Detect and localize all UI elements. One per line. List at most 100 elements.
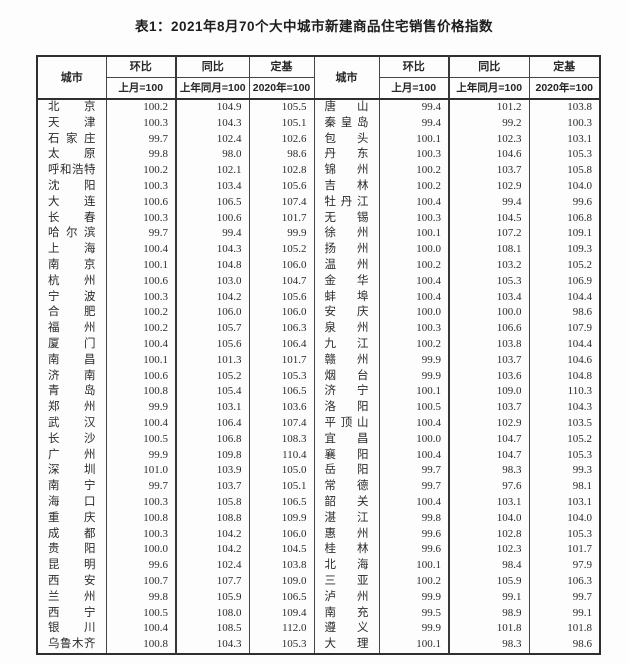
mom-cell: 100.3	[379, 321, 450, 337]
city-cell: 宜昌	[314, 431, 380, 448]
table-row: 昆明 99.6 102.4 103.8 北海 100.1 98.4 97.9	[37, 558, 600, 574]
base-cell: 105.3	[567, 148, 592, 161]
mom-cell: 100.2	[106, 321, 177, 337]
yoy-cell: 98.3	[449, 463, 530, 480]
base-cell: 103.8	[567, 101, 592, 113]
header-mom-left: 环比	[106, 56, 177, 78]
table-row: 宁波 100.3 104.2 105.6 蚌埠 100.4 103.4 104.4	[37, 289, 600, 306]
mom-cell: 100.2	[379, 257, 450, 274]
yoy-cell: 105.7	[176, 321, 250, 337]
base-cell: 105.3	[567, 448, 592, 461]
base-cell: 104.6	[567, 353, 592, 366]
city-cell: 大连	[37, 194, 107, 211]
mom-cell: 100.2	[106, 305, 177, 322]
yoy-cell: 103.7	[449, 163, 530, 179]
city-cell: 银川	[37, 621, 107, 638]
base-cell: 109.1	[567, 227, 592, 240]
mom-cell: 100.7	[106, 573, 177, 590]
yoy-cell: 102.9	[449, 178, 530, 195]
header-base-right: 定基	[529, 56, 600, 78]
base-cell: 103.1	[567, 495, 592, 508]
yoy-cell: 100.0	[449, 305, 530, 322]
mom-cell: 100.0	[379, 305, 450, 322]
city-cell: 无锡	[314, 210, 380, 227]
yoy-cell: 102.1	[176, 163, 250, 179]
city-cell: 沈阳	[37, 178, 107, 195]
mom-cell: 100.2	[379, 573, 450, 590]
yoy-cell: 108.1	[449, 242, 530, 258]
city-cell: 包头	[314, 131, 380, 148]
base-cell: 106.0	[249, 257, 315, 274]
table-row: 武汉 100.4 106.4 107.4 平顶山 100.4 102.9 103.5	[37, 415, 600, 432]
city-cell: 上海	[37, 242, 107, 258]
city-cell: 武汉	[37, 415, 107, 432]
yoy-cell: 102.4	[176, 131, 250, 148]
yoy-cell: 98.3	[449, 637, 530, 654]
mom-cell: 99.9	[379, 352, 450, 369]
yoy-cell: 108.0	[176, 605, 250, 622]
table-row: 呼和浩特 100.2 102.1 102.8 锦州 100.2 103.7 105.8	[37, 163, 600, 179]
city-cell: 天津	[37, 115, 107, 132]
city-cell: 呼和浩特	[37, 163, 107, 179]
mom-cell: 100.1	[379, 384, 450, 401]
yoy-cell: 104.0	[449, 510, 530, 527]
base-cell: 105.1	[249, 115, 315, 132]
mom-cell: 100.3	[106, 526, 177, 543]
table-row: 重庆 100.8 108.8 109.9 湛江 99.8 104.0 104.0	[37, 510, 600, 527]
yoy-cell: 105.2	[176, 368, 250, 385]
table-row: 厦门 100.4 105.6 106.4 九江 100.2 103.8 104.4	[37, 336, 600, 353]
city-cell: 成都	[37, 526, 107, 543]
city-cell: 宁波	[37, 289, 107, 306]
yoy-cell: 104.3	[176, 242, 250, 258]
yoy-cell: 104.7	[449, 447, 530, 464]
yoy-cell: 105.9	[449, 573, 530, 590]
table-row: 济南 100.6 105.2 105.3 烟台 99.9 103.6 104.8	[37, 368, 600, 385]
yoy-cell: 103.1	[449, 494, 530, 511]
yoy-cell: 99.2	[449, 115, 530, 132]
yoy-cell: 103.0	[176, 273, 250, 290]
mom-cell: 100.3	[379, 147, 450, 164]
base-cell: 97.9	[572, 559, 592, 572]
city-cell: 福州	[37, 321, 107, 337]
yoy-cell: 106.5	[176, 194, 250, 211]
base-cell: 104.7	[249, 273, 315, 290]
yoy-cell: 102.9	[449, 415, 530, 432]
city-cell: 合肥	[37, 305, 107, 322]
base-cell: 105.5	[249, 99, 315, 116]
base-cell: 106.3	[249, 321, 315, 337]
base-cell: 106.5	[249, 494, 315, 511]
city-cell: 哈尔滨	[37, 226, 107, 243]
city-cell: 平顶山	[314, 415, 380, 432]
city-cell: 秦皇岛	[314, 115, 380, 132]
table-row: 南京 100.1 104.8 106.0 温州 100.2 103.2 105.2	[37, 257, 600, 274]
table-row: 上海 100.4 104.3 105.2 扬州 100.0 108.1 109.3	[37, 242, 600, 258]
table-row: 合肥 100.2 106.0 106.0 安庆 100.0 100.0 98.6	[37, 305, 600, 322]
yoy-cell: 102.3	[449, 542, 530, 559]
city-cell: 重庆	[37, 510, 107, 527]
base-cell: 101.7	[249, 210, 315, 227]
mom-cell: 100.8	[106, 637, 177, 654]
yoy-cell: 103.2	[449, 257, 530, 274]
mom-cell: 100.5	[106, 431, 177, 448]
base-cell: 105.2	[567, 432, 592, 445]
base-cell: 104.8	[567, 369, 592, 382]
yoy-cell: 104.5	[449, 210, 530, 227]
city-cell: 惠州	[314, 526, 380, 543]
base-cell: 105.3	[249, 368, 315, 385]
mom-cell: 99.7	[379, 463, 450, 480]
table-row: 兰州 99.8 105.9 106.5 泸州 99.9 99.1 99.7	[37, 589, 600, 606]
base-cell: 103.5	[567, 416, 592, 429]
table-row: 深圳 101.0 103.9 105.0 岳阳 99.7 98.3 99.3	[37, 463, 600, 480]
mom-cell: 99.6	[379, 542, 450, 559]
header-mom-sub-right: 上月=100	[379, 77, 450, 100]
mom-cell: 100.6	[106, 368, 177, 385]
mom-cell: 100.3	[106, 210, 177, 227]
city-cell: 扬州	[314, 242, 380, 258]
city-cell: 石家庄	[37, 131, 107, 148]
city-cell: 桂林	[314, 542, 380, 559]
header-yoy-sub-right: 上年同月=100	[449, 77, 530, 100]
city-cell: 太原	[37, 147, 107, 164]
city-cell: 唐山	[314, 99, 380, 116]
mom-cell: 100.1	[106, 352, 177, 369]
base-cell: 108.3	[249, 431, 315, 448]
